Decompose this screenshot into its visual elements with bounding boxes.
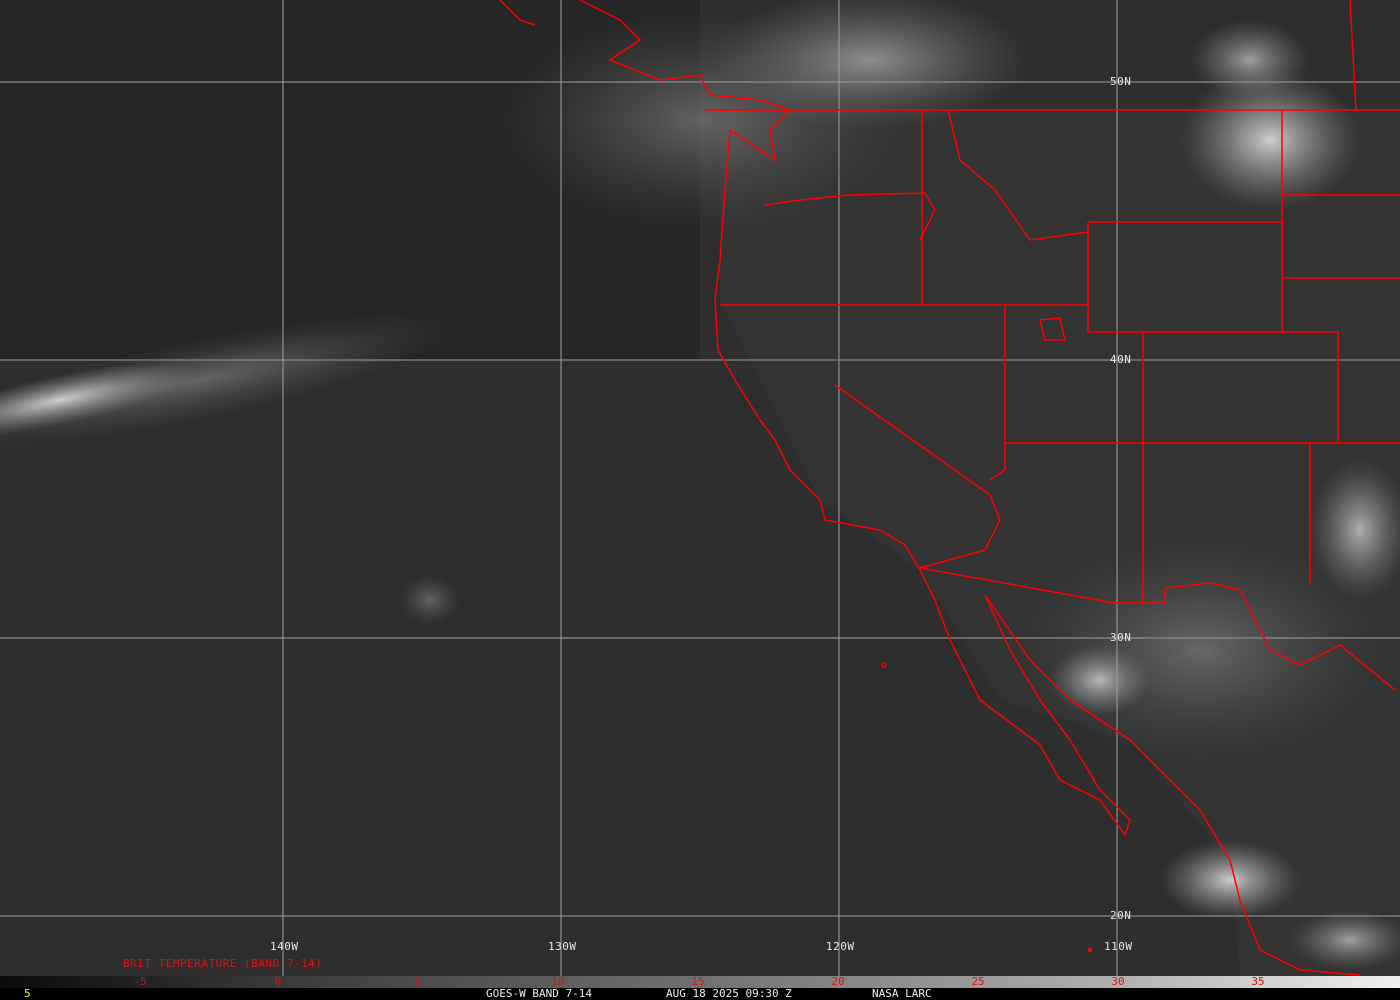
lat-label-30n: 30N: [1110, 631, 1132, 644]
border-nv-ut: [989, 305, 1006, 481]
great-salt-lake: [1039, 317, 1066, 341]
island-socorro: [1087, 947, 1093, 953]
cloud-features: [0, 0, 1400, 970]
satellite-band: GOES-W BAND 7-14: [486, 987, 592, 1000]
colorbar-tick: 15: [691, 975, 705, 988]
colorbar-tick: 30: [1111, 975, 1125, 988]
colorbar-tick: 0: [274, 975, 282, 988]
lon-label-140w: 140W: [270, 940, 299, 953]
image-datetime: AUG 18 2025 09:30 Z: [666, 987, 792, 1000]
lat-lon-grid: [0, 0, 1400, 976]
border-co: [1143, 331, 1339, 443]
lat-label-40n: 40N: [1110, 353, 1132, 366]
border-id-mt: [947, 109, 1089, 241]
info-bar: 5 GOES-W BAND 7-14 AUG 18 2025 09:30 Z N…: [0, 987, 1400, 1000]
satellite-imagery: [0, 0, 1400, 976]
island-guadalupe: [881, 662, 887, 668]
lon-label-120w: 120W: [826, 940, 855, 953]
lat-label-20n: 20N: [1110, 909, 1132, 922]
colorbar-tick: 35: [1251, 975, 1265, 988]
border-mt-dakotas: [1281, 110, 1400, 279]
land-mass: [720, 110, 1400, 976]
data-source: NASA LARC: [872, 987, 932, 1000]
lat-label-50n: 50N: [1110, 75, 1132, 88]
colorbar-title: BRIT TEMPERATURE (BAND 7-14): [123, 957, 323, 970]
coastline-pacific: [579, 0, 1131, 837]
colorbar-tick: 20: [831, 975, 845, 988]
frame-number: 5: [24, 987, 31, 1000]
coastline-mexico-west: [984, 594, 1361, 976]
colorbar-tick: 25: [971, 975, 985, 988]
colorbar-tick: 5: [414, 975, 422, 988]
political-borders: [499, 0, 1400, 976]
border-mb-sk: [1349, 0, 1357, 111]
temperature-colorbar: -5 0 5 10 15 20 25 30 35: [0, 975, 1400, 988]
colorbar-tick: 10: [551, 975, 565, 988]
lon-label-110w: 110W: [1104, 940, 1133, 953]
border-wa-or: [764, 192, 936, 241]
colorbar-tick: -5: [133, 975, 147, 988]
lon-label-130w: 130W: [548, 940, 577, 953]
coastline-bc: [499, 0, 536, 26]
border-us-mexico: [919, 567, 1396, 691]
border-ca-nv-az: [834, 384, 1001, 569]
